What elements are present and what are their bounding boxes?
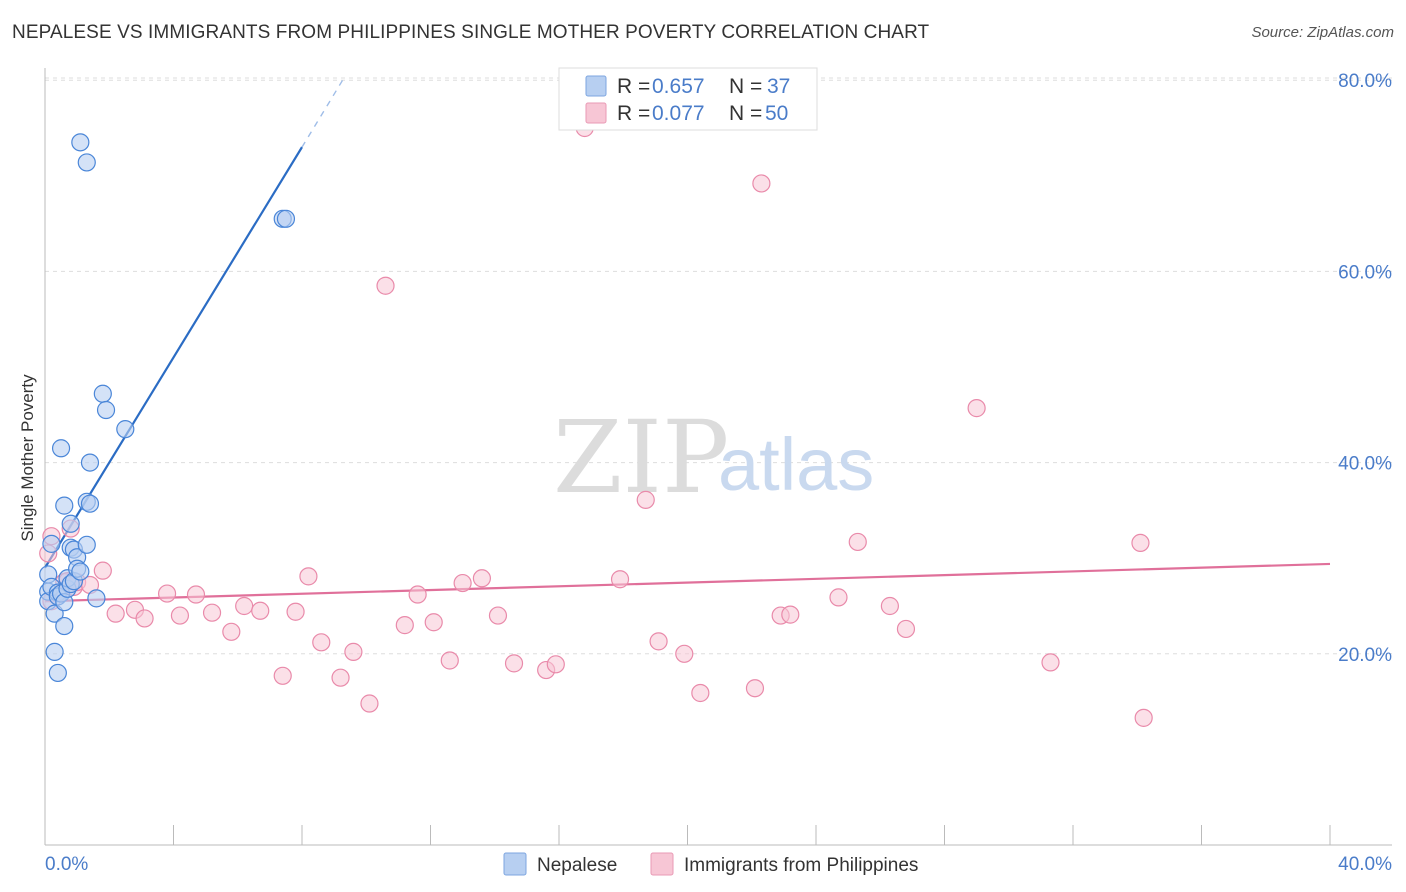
point-nepalese-26 xyxy=(77,535,96,554)
point-philippines-35 xyxy=(504,654,524,673)
stats-n-value-nepalese: 37 xyxy=(767,75,790,98)
trend-lines xyxy=(44,77,1331,603)
chart-source: Source: ZipAtlas.com xyxy=(1251,24,1394,41)
point-philippines-12 xyxy=(135,609,154,628)
point-philippines-40 xyxy=(636,490,655,509)
point-philippines-27 xyxy=(376,276,395,295)
point-nepalese-36 xyxy=(276,209,296,228)
legend-label-philippines: Immigrants from Philippines xyxy=(684,855,918,876)
point-philippines-39 xyxy=(610,570,630,589)
point-philippines-24 xyxy=(331,668,350,687)
point-nepalese-3 xyxy=(42,534,61,553)
point-philippines-53 xyxy=(1041,653,1060,672)
stats-legend: R = 0.657 N = 37 R = 0.077 N = 50 xyxy=(558,67,818,131)
point-philippines-51 xyxy=(896,619,916,639)
point-philippines-19 xyxy=(251,601,270,620)
point-nepalese-34 xyxy=(116,420,135,439)
stats-r-value-nepalese: 0.657 xyxy=(652,75,705,98)
point-philippines-52 xyxy=(967,399,986,418)
point-nepalese-24 xyxy=(71,562,90,581)
point-philippines-26 xyxy=(360,694,379,713)
point-philippines-18 xyxy=(235,596,254,616)
chart-title: NEPALESE VS IMMIGRANTS FROM PHILIPPINES … xyxy=(12,22,930,43)
point-philippines-16 xyxy=(202,603,222,622)
stats-n-value-philippines: 50 xyxy=(765,102,788,125)
stats-legend-swatch-nepalese xyxy=(585,75,607,97)
point-philippines-43 xyxy=(691,683,710,703)
watermark: ZIP atlas xyxy=(553,399,874,516)
stats-r-value-philippines: 0.077 xyxy=(652,102,705,125)
point-philippines-17 xyxy=(222,622,241,641)
point-nepalese-10 xyxy=(51,439,71,458)
point-philippines-54 xyxy=(1131,533,1150,553)
point-philippines-21 xyxy=(286,602,305,621)
stats-n-label-philippines: N = xyxy=(729,102,762,125)
x-ticks xyxy=(44,825,1331,845)
point-philippines-37 xyxy=(546,655,565,674)
watermark-atlas: atlas xyxy=(718,423,874,506)
axes xyxy=(44,68,1392,846)
point-philippines-42 xyxy=(675,644,694,663)
point-philippines-10 xyxy=(106,604,125,623)
point-philippines-22 xyxy=(299,567,318,586)
x-tick-label-max: 40.0% xyxy=(1338,854,1392,875)
point-nepalese-29 xyxy=(80,494,100,513)
point-philippines-41 xyxy=(649,632,668,651)
legend-swatch-nepalese xyxy=(503,852,527,876)
y-tick-label-40: 40.0% xyxy=(1338,454,1392,475)
series-legend: Nepalese Immigrants from Philippines xyxy=(503,852,918,876)
point-philippines-25 xyxy=(344,642,363,661)
point-philippines-28 xyxy=(395,616,414,635)
point-nepalese-33 xyxy=(96,400,116,420)
point-philippines-15 xyxy=(186,585,206,604)
y-tick-label-80: 80.0% xyxy=(1338,71,1392,92)
point-philippines-50 xyxy=(880,596,899,616)
point-nepalese-7 xyxy=(48,663,67,683)
point-philippines-49 xyxy=(848,532,867,552)
point-nepalese-25 xyxy=(71,133,90,152)
point-philippines-14 xyxy=(170,606,190,625)
point-nepalese-6 xyxy=(45,642,64,661)
point-nepalese-12 xyxy=(55,616,74,636)
x-tick-label-min: 0.0% xyxy=(45,854,88,875)
point-nepalese-17 xyxy=(61,514,80,533)
point-philippines-32 xyxy=(453,573,472,593)
point-nepalese-13 xyxy=(55,496,74,515)
point-philippines-34 xyxy=(488,606,508,625)
point-nepalese-31 xyxy=(87,589,106,608)
point-philippines-48 xyxy=(829,588,848,607)
point-nepalese-30 xyxy=(80,453,100,472)
point-philippines-13 xyxy=(157,584,177,603)
legend-swatch-philippines xyxy=(650,852,674,876)
point-nepalese-28 xyxy=(77,153,96,172)
point-philippines-9 xyxy=(93,561,112,580)
y-tick-label-60: 60.0% xyxy=(1338,262,1392,283)
stats-r-label-philippines: R = xyxy=(617,102,650,125)
stats-r-label-nepalese: R = xyxy=(617,75,650,98)
point-philippines-47 xyxy=(781,605,800,624)
point-philippines-30 xyxy=(424,613,443,632)
point-philippines-20 xyxy=(273,666,292,685)
y-tick-labels: 20.0% 40.0% 60.0% 80.0% xyxy=(1338,71,1392,666)
point-philippines-44 xyxy=(745,679,765,698)
trend-line-philippines xyxy=(44,562,1331,603)
series-nepalese-points xyxy=(39,133,296,683)
point-philippines-29 xyxy=(408,585,427,604)
stats-legend-swatch-philippines xyxy=(585,102,607,124)
point-philippines-45 xyxy=(752,174,771,193)
point-philippines-31 xyxy=(440,651,459,670)
trend-line-nepalese-extension xyxy=(301,77,345,148)
point-philippines-23 xyxy=(312,633,331,652)
legend-label-nepalese: Nepalese xyxy=(537,855,617,876)
stats-n-label-nepalese: N = xyxy=(729,75,762,98)
point-philippines-33 xyxy=(472,569,491,588)
point-nepalese-32 xyxy=(93,384,112,403)
y-tick-label-20: 20.0% xyxy=(1338,645,1392,666)
point-philippines-55 xyxy=(1134,708,1153,727)
